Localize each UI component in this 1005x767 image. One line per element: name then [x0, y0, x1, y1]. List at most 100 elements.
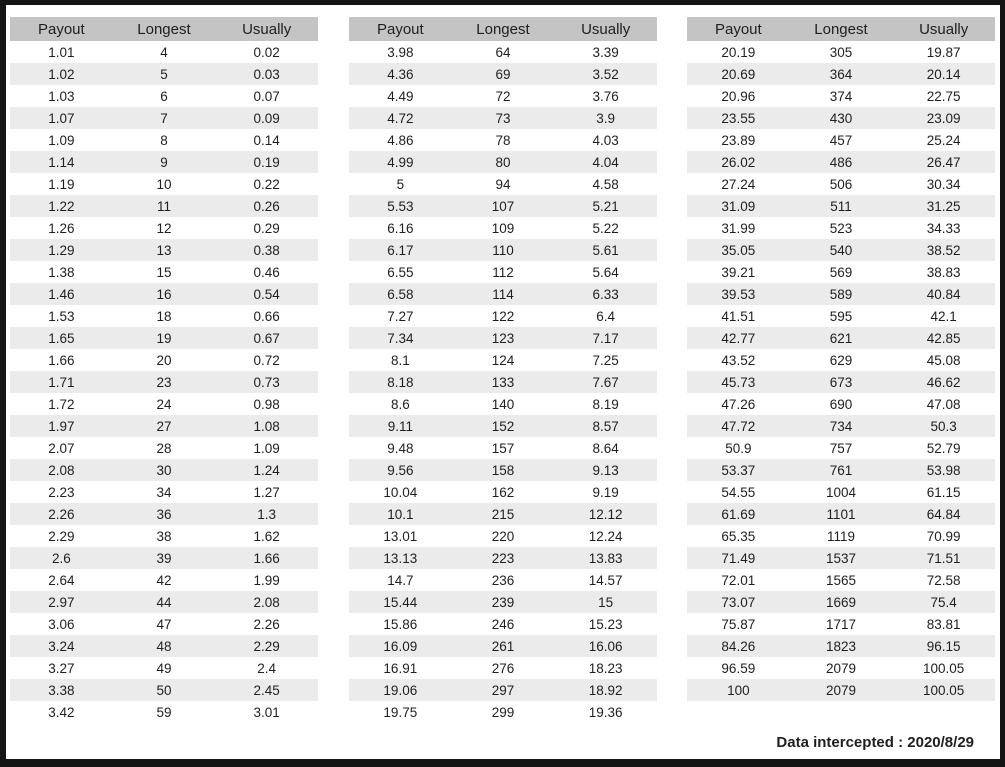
table-cell: 5.22 [592, 220, 619, 236]
table-cell: 94 [495, 176, 511, 192]
table-row: 35.05 540 38.52 [687, 239, 995, 261]
table-cell: 0.67 [253, 330, 280, 346]
table-cell: 19.36 [588, 704, 623, 720]
table-row: 4.49 72 3.76 [349, 85, 657, 107]
table-row: 1.07 7 0.09 [10, 107, 318, 129]
table-cell: 3.9 [596, 110, 616, 126]
column-header-usually: Usually [215, 17, 318, 41]
table-cell: 3.24 [48, 638, 75, 654]
table-cell: 2.08 [48, 462, 75, 478]
table-cell: 44 [156, 594, 172, 610]
table-row: 31.99 523 34.33 [687, 217, 995, 239]
table-cell: 276 [491, 660, 515, 676]
table-cell: 133 [491, 374, 515, 390]
table-cell: 4.36 [387, 66, 414, 82]
table-row: 13.13 223 13.83 [349, 547, 657, 569]
table-cell: 42.1 [930, 308, 957, 324]
table-cell: 1.66 [48, 352, 75, 368]
table-cell: 72 [495, 88, 511, 104]
table-row: 2.29 38 1.62 [10, 525, 318, 547]
table-cell: 4.99 [387, 154, 414, 170]
table-row: 15.86 246 15.23 [349, 613, 657, 635]
table-cell: 1537 [825, 550, 856, 566]
table-cell: 64 [495, 44, 511, 60]
table-cell: 2.4 [257, 660, 277, 676]
table-cell: 1004 [825, 484, 856, 500]
table-cell: 1.71 [48, 374, 75, 390]
table-cell: 26.02 [721, 154, 756, 170]
table-cell: 13.01 [383, 528, 418, 544]
table-cell: 3.01 [253, 704, 280, 720]
table-cell: 30 [156, 462, 172, 478]
table-row: 26.02 486 26.47 [687, 151, 995, 173]
column-header-payout: Payout [687, 17, 790, 41]
table-cell: 38.83 [926, 264, 961, 280]
table-row: 42.77 621 42.85 [687, 327, 995, 349]
table-cell: 3.39 [592, 44, 619, 60]
table-row: 20.19 305 19.87 [687, 41, 995, 63]
table-cell: 1.65 [48, 330, 75, 346]
table-cell: 72.58 [926, 572, 961, 588]
table-cell: 23.89 [721, 132, 756, 148]
table-row: 61.69 1101 64.84 [687, 503, 995, 525]
table-cell: 673 [829, 374, 853, 390]
table-cell: 47.72 [721, 418, 756, 434]
table-cell: 1565 [825, 572, 856, 588]
table-cell: 8.1 [390, 352, 410, 368]
table-row: 4.72 73 3.9 [349, 107, 657, 129]
table-cell: 2.26 [48, 506, 75, 522]
table-cell: 236 [491, 572, 515, 588]
header-row: Payout Longest Usually [687, 17, 995, 41]
table-cell: 3.52 [592, 66, 619, 82]
table-cell: 50.9 [725, 440, 752, 456]
table-row: 39.53 589 40.84 [687, 283, 995, 305]
table-cell: 71.51 [926, 550, 961, 566]
table-row: 39.21 569 38.83 [687, 261, 995, 283]
table-cell: 65.35 [721, 528, 756, 544]
table-row: 3.24 48 2.29 [10, 635, 318, 657]
table-cell: 1.14 [48, 154, 75, 170]
table-cell: 364 [829, 66, 853, 82]
table-cell: 2.64 [48, 572, 75, 588]
table-cell: 223 [491, 550, 515, 566]
table-cell: 595 [829, 308, 853, 324]
table-cell: 18.23 [588, 660, 623, 676]
table-row: 27.24 506 30.34 [687, 173, 995, 195]
table-cell: 69 [495, 66, 511, 82]
table-row: 8.1 124 7.25 [349, 349, 657, 371]
table-cell: 22.75 [926, 88, 961, 104]
table-cell: 511 [830, 198, 852, 214]
table-row: 7.27 122 6.4 [349, 305, 657, 327]
table-cell: 6.17 [387, 242, 414, 258]
table-row: 1.29 13 0.38 [10, 239, 318, 261]
table-cell: 18 [156, 308, 172, 324]
table-row: 1.02 5 0.03 [10, 63, 318, 85]
table-cell: 20.69 [721, 66, 756, 82]
table-cell: 3.38 [48, 682, 75, 698]
table-cell: 2.26 [253, 616, 280, 632]
table-cell: 239 [491, 594, 515, 610]
table-cell: 15.86 [383, 616, 418, 632]
table-cell: 6.58 [387, 286, 414, 302]
table-cell: 1.09 [48, 132, 75, 148]
table-cell: 2.08 [253, 594, 280, 610]
table-cell: 34.33 [926, 220, 961, 236]
table-cell: 100.05 [923, 682, 965, 698]
table-row: 6.17 110 5.61 [349, 239, 657, 261]
table-cell: 162 [491, 484, 515, 500]
table-cell: 20.96 [721, 88, 756, 104]
table-cell: 7.25 [592, 352, 619, 368]
table-row: 3.27 49 2.4 [10, 657, 318, 679]
table-row: 1.65 19 0.67 [10, 327, 318, 349]
table-row: 53.37 761 53.98 [687, 459, 995, 481]
table-cell: 6.4 [596, 308, 616, 324]
table-cell: 19.75 [383, 704, 418, 720]
table-row: 72.01 1565 72.58 [687, 569, 995, 591]
table-cell: 1.02 [48, 66, 75, 82]
table-cell: 0.66 [253, 308, 280, 324]
table-cell: 31.99 [721, 220, 756, 236]
table-cell: 5.61 [592, 242, 619, 258]
table-cell: 54.55 [721, 484, 756, 500]
table-cell: 23.09 [926, 110, 961, 126]
table-cell: 46.62 [926, 374, 961, 390]
